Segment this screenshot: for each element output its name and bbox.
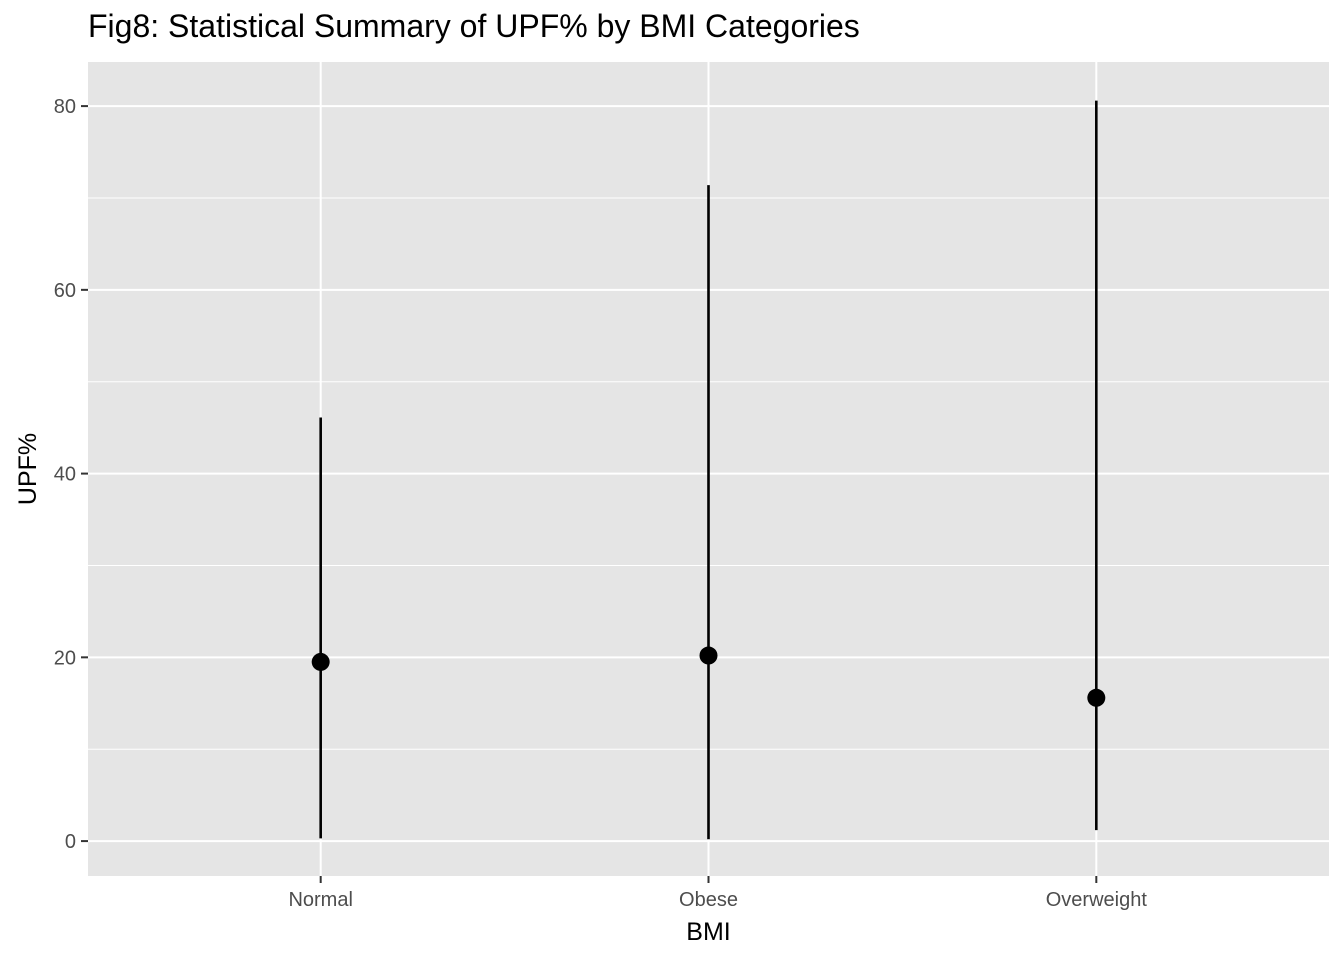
x-tick-label: Normal — [288, 889, 352, 911]
x-tick-label: Overweight — [1046, 889, 1148, 911]
summary-point — [1087, 688, 1106, 707]
x-tick-label: Obese — [679, 889, 738, 911]
y-tick-label: 60 — [54, 280, 76, 302]
y-tick-label: 0 — [65, 831, 76, 853]
y-tick-label: 40 — [54, 464, 76, 486]
x-axis-title: BMI — [686, 918, 730, 946]
y-axis-title: UPF% — [14, 433, 42, 505]
summary-points — [311, 646, 1106, 707]
y-tick-label: 80 — [54, 96, 76, 118]
summary-point — [699, 646, 718, 665]
summary-point — [311, 652, 330, 671]
chart-title: Fig8: Statistical Summary of UPF% by BMI… — [88, 8, 860, 44]
range-lines — [319, 100, 1098, 840]
x-axis-ticks: Normal Obese Overweight — [288, 876, 1147, 911]
y-axis-ticks: 0 20 40 60 80 — [54, 96, 88, 853]
y-tick-label: 20 — [54, 647, 76, 669]
